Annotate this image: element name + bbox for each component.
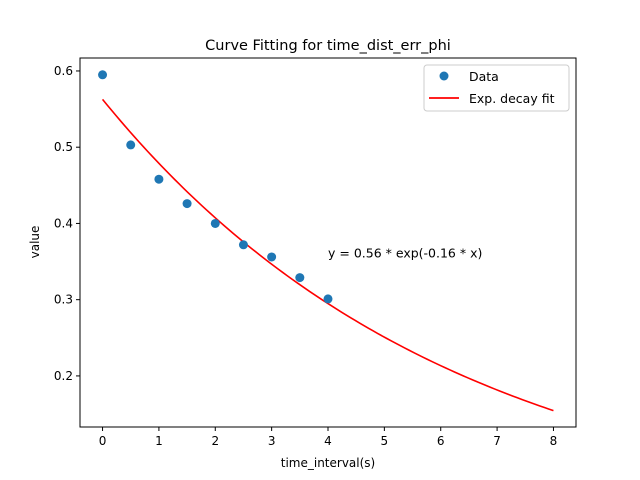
data-point — [238, 240, 248, 250]
data-point — [323, 294, 333, 304]
y-tick-label: 0.3 — [54, 293, 73, 307]
data-point — [182, 199, 192, 209]
y-axis: 0.2 0.3 0.4 0.5 0.6 — [54, 64, 80, 383]
data-point — [267, 252, 277, 262]
legend: Data Exp. decay fit — [423, 64, 570, 112]
x-axis: 0 1 2 3 4 5 6 7 8 — [99, 427, 558, 448]
x-tick-label: 0 — [99, 434, 107, 448]
y-tick-label: 0.2 — [54, 369, 73, 383]
x-tick-label: 8 — [550, 434, 558, 448]
fit-curve — [101, 98, 554, 412]
y-tick-label: 0.6 — [54, 64, 73, 78]
axes-frame — [79, 57, 577, 428]
data-point — [154, 174, 164, 184]
x-tick-label: 1 — [155, 434, 163, 448]
data-point — [126, 140, 136, 150]
y-tick-label: 0.4 — [54, 216, 73, 230]
legend-data-marker — [439, 71, 449, 81]
data-point — [98, 70, 108, 80]
plot-area — [98, 70, 554, 412]
legend-box — [423, 64, 570, 112]
x-tick-label: 7 — [493, 434, 501, 448]
x-tick-label: 6 — [437, 434, 445, 448]
chart-title: Curve Fitting for time_dist_err_phi — [205, 38, 451, 54]
data-point — [210, 218, 220, 228]
x-tick-label: 5 — [381, 434, 389, 448]
y-axis-label: value — [28, 226, 42, 259]
x-tick-label: 2 — [211, 434, 219, 448]
x-axis-label: time_interval(s) — [281, 456, 375, 470]
x-tick-label: 4 — [324, 434, 332, 448]
x-tick-label: 3 — [268, 434, 276, 448]
data-point — [295, 273, 305, 283]
legend-fit-label: Exp. decay fit — [469, 91, 555, 106]
fit-equation-annotation: y = 0.56 * exp(-0.16 * x) — [328, 245, 482, 260]
legend-data-label: Data — [469, 69, 499, 84]
y-tick-label: 0.5 — [54, 140, 73, 154]
